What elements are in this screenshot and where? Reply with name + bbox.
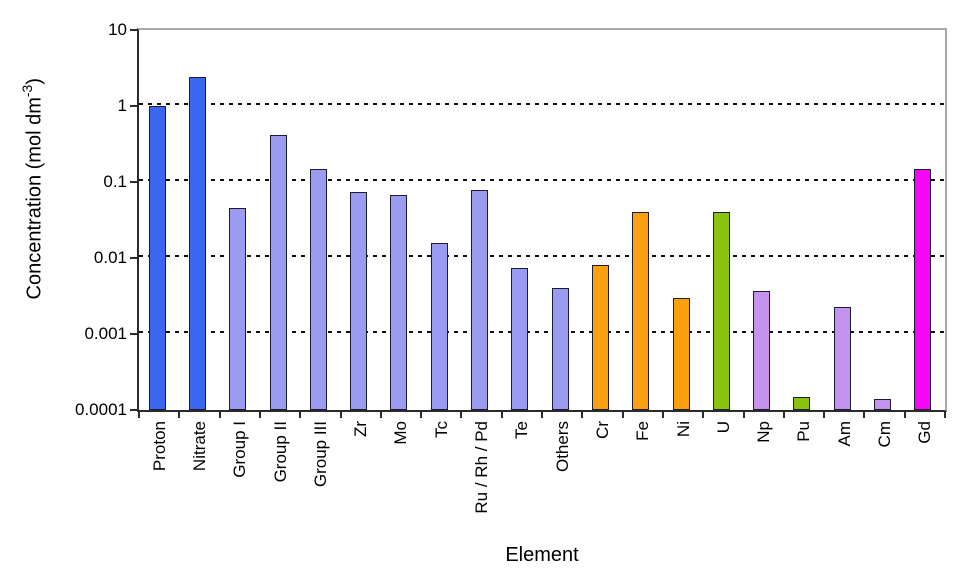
y-axis-title-close: ) xyxy=(23,78,46,85)
bar-group-ii xyxy=(269,135,287,410)
bar-proton xyxy=(148,106,166,410)
x-category-label-pu: Pu xyxy=(794,421,814,442)
y-tick-label-1: 1 xyxy=(117,96,127,115)
x-category-label-others: Others xyxy=(552,421,572,473)
x-category-label-tc: Tc xyxy=(431,421,451,438)
x-tick-18 xyxy=(863,412,866,418)
x-axis-title: Element xyxy=(505,544,579,566)
x-tick-6 xyxy=(379,412,382,418)
x-tick-19 xyxy=(903,412,906,418)
x-category-label-nitrate: Nitrate xyxy=(189,421,209,472)
x-tick-4 xyxy=(299,412,302,418)
x-tick-9 xyxy=(500,412,503,418)
gridline-1 xyxy=(139,103,945,105)
bar-cm xyxy=(874,398,892,410)
x-tick-20 xyxy=(944,412,946,418)
y-tick-0.01 xyxy=(130,257,137,259)
bar-zr xyxy=(350,191,368,410)
x-category-label-ru-rh-pd: Ru / Rh / Pd xyxy=(472,421,492,514)
x-category-label-cm: Cm xyxy=(875,421,895,448)
x-tick-16 xyxy=(782,412,785,418)
gridline-0.01 xyxy=(139,255,945,257)
x-tick-11 xyxy=(581,412,584,418)
x-category-label-te: Te xyxy=(512,421,532,439)
x-tick-10 xyxy=(541,412,543,418)
x-category-label-group-ii: Group II xyxy=(270,421,290,483)
bar-group-iii xyxy=(309,168,327,410)
y-tick-1 xyxy=(130,105,137,107)
bar-am xyxy=(833,306,851,410)
x-category-label-zr: Zr xyxy=(351,421,371,438)
bar-pu xyxy=(793,396,811,410)
x-tick-12 xyxy=(621,412,624,418)
x-tick-2 xyxy=(218,412,221,418)
bar-tc xyxy=(430,242,448,410)
y-tick-0.1 xyxy=(130,181,137,183)
bar-fe xyxy=(632,212,650,410)
x-category-label-u: U xyxy=(713,421,733,434)
x-tick-3 xyxy=(258,412,261,418)
y-axis-title: Concentration (mol dm-3) xyxy=(14,78,48,299)
bar-nitrate xyxy=(188,77,206,410)
x-category-label-np: Np xyxy=(754,421,774,443)
x-tick-1 xyxy=(178,412,181,418)
x-category-label-am: Am xyxy=(834,421,854,447)
y-axis-title-text: Concentration (mol dm xyxy=(23,97,46,300)
bar-cr xyxy=(591,265,609,410)
bar-group-i xyxy=(229,208,247,410)
y-tick-10 xyxy=(130,29,137,31)
bar-np xyxy=(753,290,771,410)
x-category-label-cr: Cr xyxy=(592,421,612,439)
bar-mo xyxy=(390,194,408,410)
y-tick-label-0.01: 0.01 xyxy=(93,248,127,267)
y-tick-0.0001 xyxy=(130,409,137,411)
x-category-label-group-iii: Group III xyxy=(310,421,330,488)
x-tick-7 xyxy=(420,412,423,418)
x-tick-17 xyxy=(823,412,826,418)
x-tick-0 xyxy=(138,412,140,418)
x-category-label-fe: Fe xyxy=(633,421,653,441)
y-tick-label-0.1: 0.1 xyxy=(103,172,127,191)
gridline-0.1 xyxy=(139,179,945,181)
bar-gd xyxy=(914,168,932,410)
x-category-label-proton: Proton xyxy=(149,421,169,472)
x-category-label-ni: Ni xyxy=(673,421,693,438)
y-tick-label-0.0001: 0.0001 xyxy=(75,400,127,419)
bar-te xyxy=(511,267,529,410)
x-tick-13 xyxy=(661,412,664,418)
bar-ni xyxy=(672,297,690,410)
y-tick-0.001 xyxy=(130,333,137,335)
x-category-label-group-i: Group I xyxy=(230,421,250,478)
bar-ru-rh-pd xyxy=(471,190,489,410)
gridline-0.001 xyxy=(139,331,945,333)
bar-u xyxy=(712,212,730,410)
x-tick-14 xyxy=(702,412,705,418)
x-tick-15 xyxy=(742,412,745,418)
y-tick-label-0.001: 0.001 xyxy=(84,324,127,343)
x-category-label-gd: Gd xyxy=(915,421,935,444)
x-category-label-mo: Mo xyxy=(391,421,411,445)
plot-area xyxy=(137,28,947,412)
y-axis-title-superscript: -3 xyxy=(19,84,35,98)
bar-others xyxy=(551,288,569,410)
y-tick-label-10: 10 xyxy=(108,20,127,39)
x-tick-8 xyxy=(460,412,463,418)
x-tick-5 xyxy=(339,412,342,418)
